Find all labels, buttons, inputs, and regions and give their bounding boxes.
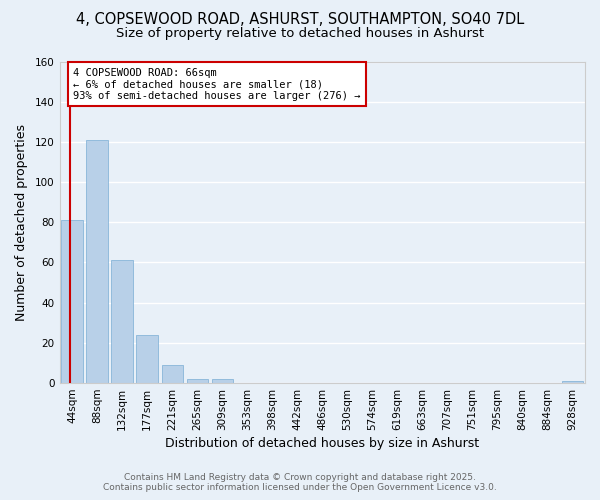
Bar: [212, 379, 233, 383]
Text: 4 COPSEWOOD ROAD: 66sqm
← 6% of detached houses are smaller (18)
93% of semi-det: 4 COPSEWOOD ROAD: 66sqm ← 6% of detached…: [73, 68, 361, 100]
Bar: [187, 379, 208, 383]
Bar: [136, 335, 158, 383]
Y-axis label: Number of detached properties: Number of detached properties: [15, 124, 28, 321]
Text: Size of property relative to detached houses in Ashurst: Size of property relative to detached ho…: [116, 28, 484, 40]
Bar: [112, 260, 133, 383]
Bar: [161, 365, 183, 383]
Bar: [61, 220, 83, 383]
X-axis label: Distribution of detached houses by size in Ashurst: Distribution of detached houses by size …: [165, 437, 479, 450]
Text: Contains HM Land Registry data © Crown copyright and database right 2025.
Contai: Contains HM Land Registry data © Crown c…: [103, 473, 497, 492]
Bar: [86, 140, 108, 383]
Bar: [562, 381, 583, 383]
Text: 4, COPSEWOOD ROAD, ASHURST, SOUTHAMPTON, SO40 7DL: 4, COPSEWOOD ROAD, ASHURST, SOUTHAMPTON,…: [76, 12, 524, 28]
